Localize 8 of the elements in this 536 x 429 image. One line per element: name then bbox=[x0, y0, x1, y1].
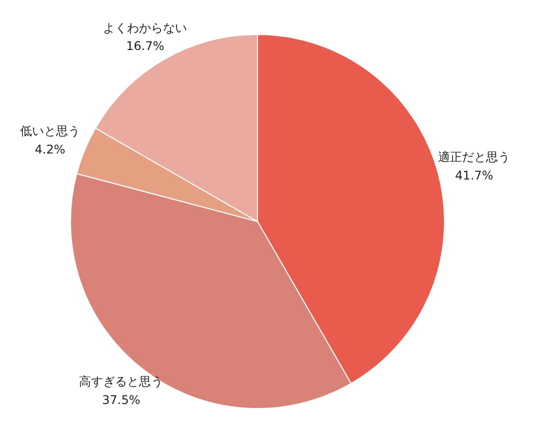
slice-label: 適正だと思う bbox=[438, 150, 510, 164]
slice-label: よくわからない bbox=[103, 20, 188, 35]
data-label: 4.2% bbox=[34, 142, 66, 156]
slice-label: 低いと思う bbox=[20, 124, 80, 138]
data-label: 41.7% bbox=[455, 168, 494, 182]
data-label: 37.5% bbox=[102, 392, 140, 407]
slice-label: 高すぎると思う bbox=[79, 374, 164, 389]
data-label: 16.7% bbox=[126, 39, 164, 54]
